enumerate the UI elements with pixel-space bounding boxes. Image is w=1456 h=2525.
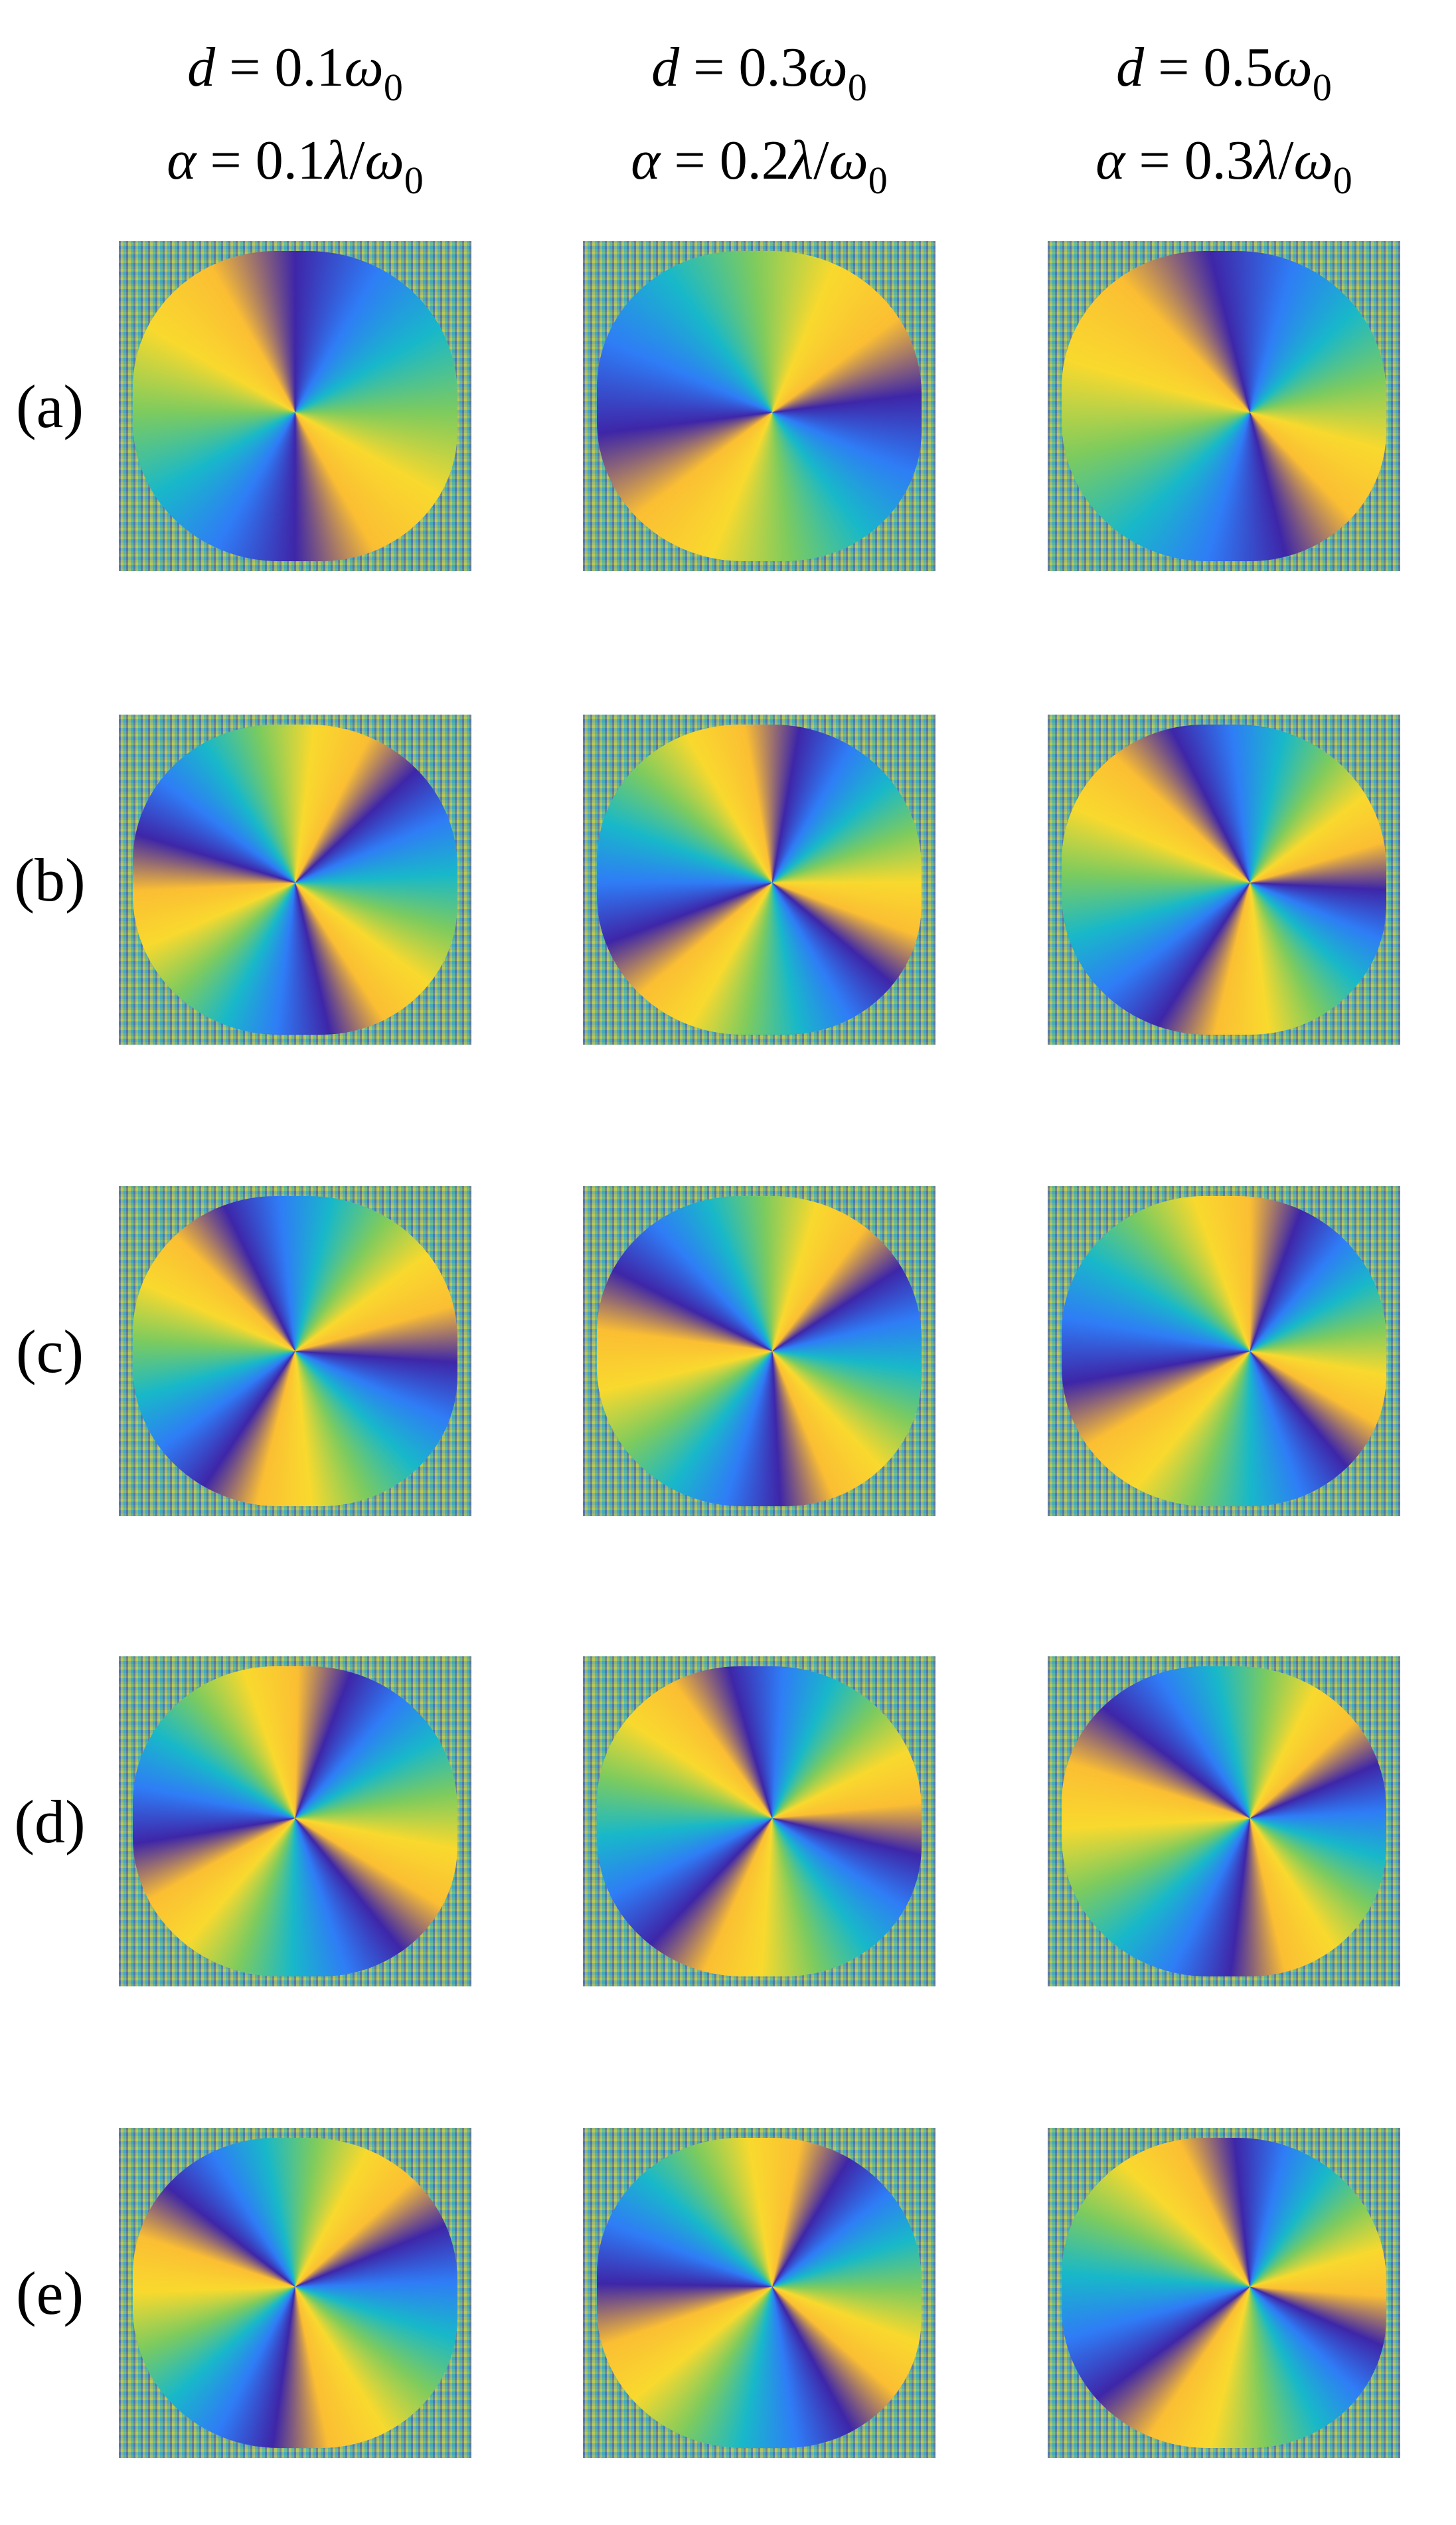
phase-map bbox=[119, 1186, 471, 1516]
phase-map bbox=[583, 1186, 935, 1516]
phase-pattern bbox=[1062, 1195, 1386, 1507]
phase-pattern bbox=[1062, 250, 1386, 562]
header-part: α bbox=[167, 130, 197, 191]
header-part: = 0.3 bbox=[1125, 130, 1254, 191]
row-label: (a) bbox=[15, 372, 84, 440]
header-part: ω bbox=[808, 37, 848, 98]
phase-pattern bbox=[1062, 1666, 1386, 1977]
row-label: (e) bbox=[15, 2259, 84, 2327]
phase-pattern bbox=[133, 1195, 457, 1507]
phase-pattern bbox=[597, 2137, 922, 2449]
header-part: d bbox=[651, 37, 680, 98]
header-part: 0 bbox=[1333, 159, 1352, 202]
header-part: / bbox=[349, 130, 365, 191]
phase-map bbox=[583, 1656, 935, 1986]
header-part: = 0.3 bbox=[679, 37, 809, 98]
phase-pattern bbox=[133, 2137, 457, 2449]
column-header: α = 0.3λ/ω0 bbox=[992, 130, 1456, 200]
header-part: α bbox=[631, 130, 661, 191]
header-part: d bbox=[187, 37, 216, 98]
header-part: ω bbox=[1273, 37, 1313, 98]
phase-pattern bbox=[597, 724, 922, 1035]
phase-map bbox=[583, 2128, 935, 2458]
phase-map bbox=[583, 715, 935, 1045]
phase-map bbox=[119, 241, 471, 571]
header-part: λ bbox=[789, 130, 814, 191]
header-part: 0 bbox=[404, 159, 424, 202]
phase-map bbox=[583, 241, 935, 571]
phase-pattern bbox=[597, 1195, 922, 1507]
row-label: (d) bbox=[14, 1787, 86, 1856]
phase-map bbox=[1048, 1186, 1400, 1516]
header-part: d bbox=[1116, 37, 1145, 98]
phase-map bbox=[1048, 2128, 1400, 2458]
column-header: d = 0.1ω0 bbox=[63, 37, 528, 107]
header-part: λ bbox=[325, 130, 350, 191]
phase-map bbox=[119, 2128, 471, 2458]
phase-map bbox=[1048, 715, 1400, 1045]
header-part: / bbox=[1278, 130, 1294, 191]
phase-map bbox=[119, 715, 471, 1045]
phase-pattern bbox=[133, 724, 457, 1035]
phase-pattern bbox=[597, 1666, 922, 1977]
header-part: 0 bbox=[847, 66, 867, 109]
header-part: 0 bbox=[1312, 66, 1332, 109]
header-part: = 0.5 bbox=[1144, 37, 1273, 98]
phase-map bbox=[119, 1656, 471, 1986]
column-header: d = 0.3ω0 bbox=[527, 37, 992, 107]
header-part: ω bbox=[1293, 130, 1333, 191]
header-part: α bbox=[1095, 130, 1125, 191]
column-header: α = 0.1λ/ω0 bbox=[63, 130, 528, 200]
phase-map bbox=[1048, 1656, 1400, 1986]
header-part: 0 bbox=[383, 66, 403, 109]
header-part: ω bbox=[344, 37, 384, 98]
header-part: ω bbox=[829, 130, 868, 191]
column-header: α = 0.2λ/ω0 bbox=[527, 130, 992, 200]
header-part: = 0.2 bbox=[660, 130, 789, 191]
row-label: (b) bbox=[14, 845, 86, 914]
header-part: = 0.1 bbox=[215, 37, 345, 98]
header-part: = 0.1 bbox=[196, 130, 325, 191]
header-part: / bbox=[813, 130, 829, 191]
phase-pattern bbox=[597, 250, 922, 562]
phase-map bbox=[1048, 241, 1400, 571]
phase-pattern bbox=[1062, 2137, 1386, 2449]
phase-pattern bbox=[133, 250, 457, 562]
phase-pattern bbox=[133, 1666, 457, 1977]
row-label: (c) bbox=[15, 1317, 84, 1385]
header-part: λ bbox=[1254, 130, 1279, 191]
header-part: 0 bbox=[868, 159, 888, 202]
header-part: ω bbox=[364, 130, 404, 191]
column-header: d = 0.5ω0 bbox=[992, 37, 1456, 107]
phase-pattern bbox=[1062, 724, 1386, 1035]
